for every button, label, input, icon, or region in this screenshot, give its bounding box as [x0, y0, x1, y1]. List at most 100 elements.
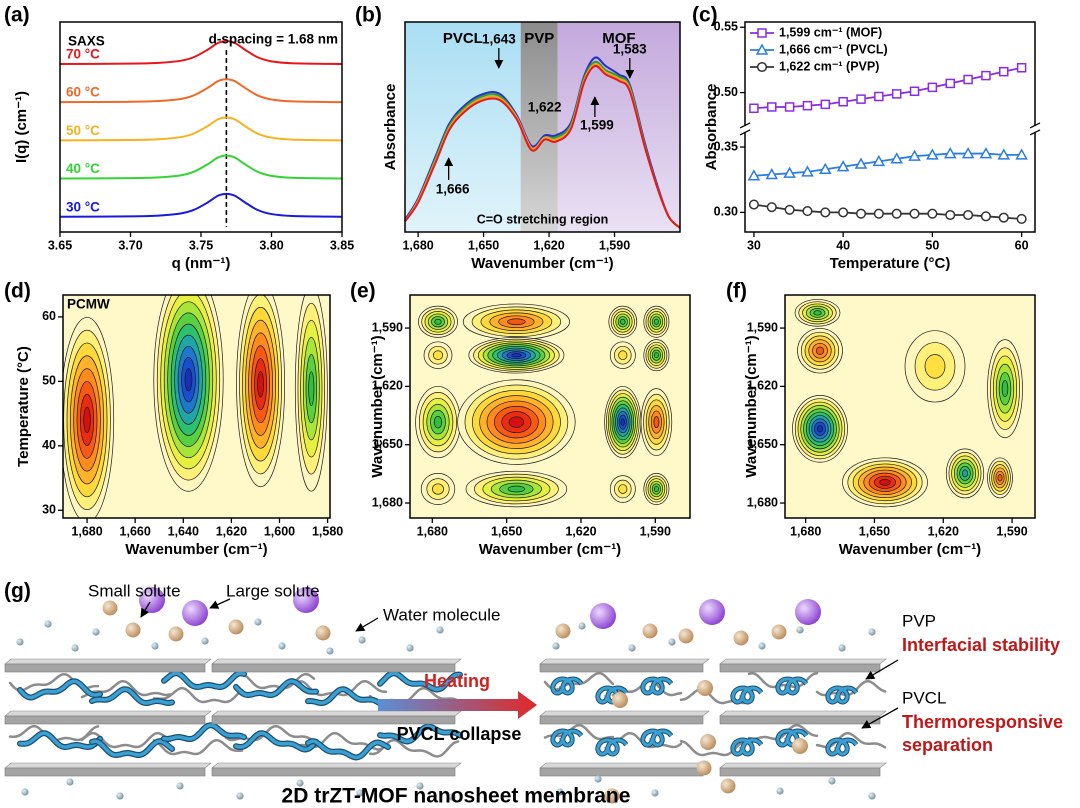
y-tick-label: 30 — [42, 503, 56, 517]
page: {"chart_data": [ {"type": "line", "panel… — [0, 0, 1080, 808]
molecule — [229, 620, 244, 635]
legend-label: 1,599 cm⁻¹ (MOF) — [779, 25, 882, 39]
y-axis-label: I(q) (cm⁻¹) — [13, 91, 30, 163]
x-axis-label: Wavenumber (cm⁻¹) — [479, 541, 621, 558]
data-point — [946, 211, 955, 220]
molecule — [176, 782, 183, 789]
peak-label: 1,643 — [482, 32, 516, 47]
contour-level — [880, 479, 891, 485]
x-tick-label: 3.85 — [330, 238, 354, 252]
x-tick-label: 1,680 — [402, 238, 433, 252]
data-point — [928, 83, 936, 91]
molecule — [116, 792, 123, 799]
y-axis-label: Temperature (°C) — [15, 346, 32, 467]
heating-label: Heating — [424, 671, 490, 691]
y-tick-label: 50 — [42, 374, 56, 388]
data-point — [803, 207, 812, 216]
panel-label: (g) — [4, 580, 31, 603]
x-tick-label: 3.70 — [118, 238, 142, 252]
data-point — [750, 200, 759, 209]
molecule — [66, 778, 73, 785]
x-tick-label: 1,620 — [533, 238, 564, 252]
contour-level — [814, 311, 822, 315]
contour-level — [433, 351, 442, 360]
contour-level — [434, 416, 441, 428]
schematic: (g)Small soluteLarge soluteWater molecul… — [4, 580, 1063, 808]
data-point — [999, 213, 1008, 222]
molecule — [651, 789, 658, 796]
nanosheet — [540, 664, 703, 672]
data-point — [857, 209, 866, 218]
molecule — [16, 638, 23, 645]
data-point — [803, 102, 811, 110]
contour-level — [654, 319, 658, 324]
molecule — [628, 644, 635, 651]
molecule — [700, 734, 716, 750]
nanosheet — [5, 664, 205, 672]
nanosheet — [720, 768, 880, 776]
molecule — [594, 775, 601, 782]
molecule — [697, 761, 712, 776]
region — [405, 22, 521, 232]
molecule — [326, 647, 333, 654]
x-axis-label: Wavenumber (cm⁻¹) — [839, 541, 981, 558]
data-point — [767, 203, 776, 212]
panel-label: (f) — [726, 280, 747, 303]
contour-level — [654, 417, 659, 428]
peak-label: 1,583 — [613, 42, 647, 57]
x-tick-label: 1,650 — [859, 524, 890, 538]
contour-level — [309, 372, 314, 406]
collapse-label: PVCL collapse — [397, 724, 522, 744]
data-point — [964, 76, 972, 84]
y-tick-label: 40 — [42, 438, 56, 452]
x-tick-label: 60 — [1015, 238, 1029, 252]
nanosheet — [212, 664, 455, 672]
nanosheet — [720, 716, 880, 724]
x-tick-label: 1,620 — [565, 524, 596, 538]
nanosheet — [212, 768, 455, 776]
panel-label: (a) — [4, 4, 30, 27]
molecule — [721, 779, 736, 794]
role-label: Thermoresponsive — [902, 712, 1063, 732]
peak-label: 1,666 — [436, 182, 470, 197]
region-label: PVCL — [443, 30, 483, 47]
contour-level — [817, 425, 823, 432]
molecule — [868, 628, 875, 635]
x-tick-label: 3.80 — [259, 238, 283, 252]
series-label: 40 °C — [66, 161, 100, 176]
label: Water molecule — [383, 605, 500, 624]
data-point — [821, 208, 830, 217]
nanosheet — [540, 716, 703, 724]
data-point — [875, 93, 883, 101]
data-point — [910, 209, 919, 218]
data-point — [785, 205, 794, 214]
molecule — [792, 738, 808, 754]
x-tick-label: 1,620 — [216, 524, 247, 538]
x-tick-label: 40 — [836, 238, 850, 252]
contour-level — [620, 319, 625, 324]
legend-marker — [758, 29, 766, 37]
molecule — [71, 644, 78, 651]
molecule — [126, 623, 141, 638]
data-point — [839, 98, 847, 106]
panel: (f)1,6801,6501,6201,5901,5901,6201,6501,… — [726, 280, 1035, 558]
panel-label: (b) — [355, 4, 382, 27]
molecule — [699, 599, 725, 625]
nanosheet-top — [212, 711, 461, 716]
caption: 2D trZT-MOF nanosheet membrane — [282, 785, 631, 808]
data-point — [964, 211, 973, 220]
molecule — [406, 644, 413, 651]
annotation: SAXS — [68, 34, 105, 49]
data-point — [786, 103, 794, 111]
data-point — [1018, 64, 1026, 72]
panel-label: (d) — [4, 280, 31, 303]
data-line — [60, 117, 342, 140]
label: PVP — [902, 611, 936, 630]
molecule — [668, 638, 675, 645]
figure: (a)30 °C40 °C50 °C60 °C70 °CSAXSd-spacin… — [0, 0, 1080, 808]
pointer — [210, 599, 230, 608]
contour-level — [258, 371, 264, 397]
data-point — [982, 72, 990, 80]
data-point — [1000, 68, 1008, 76]
